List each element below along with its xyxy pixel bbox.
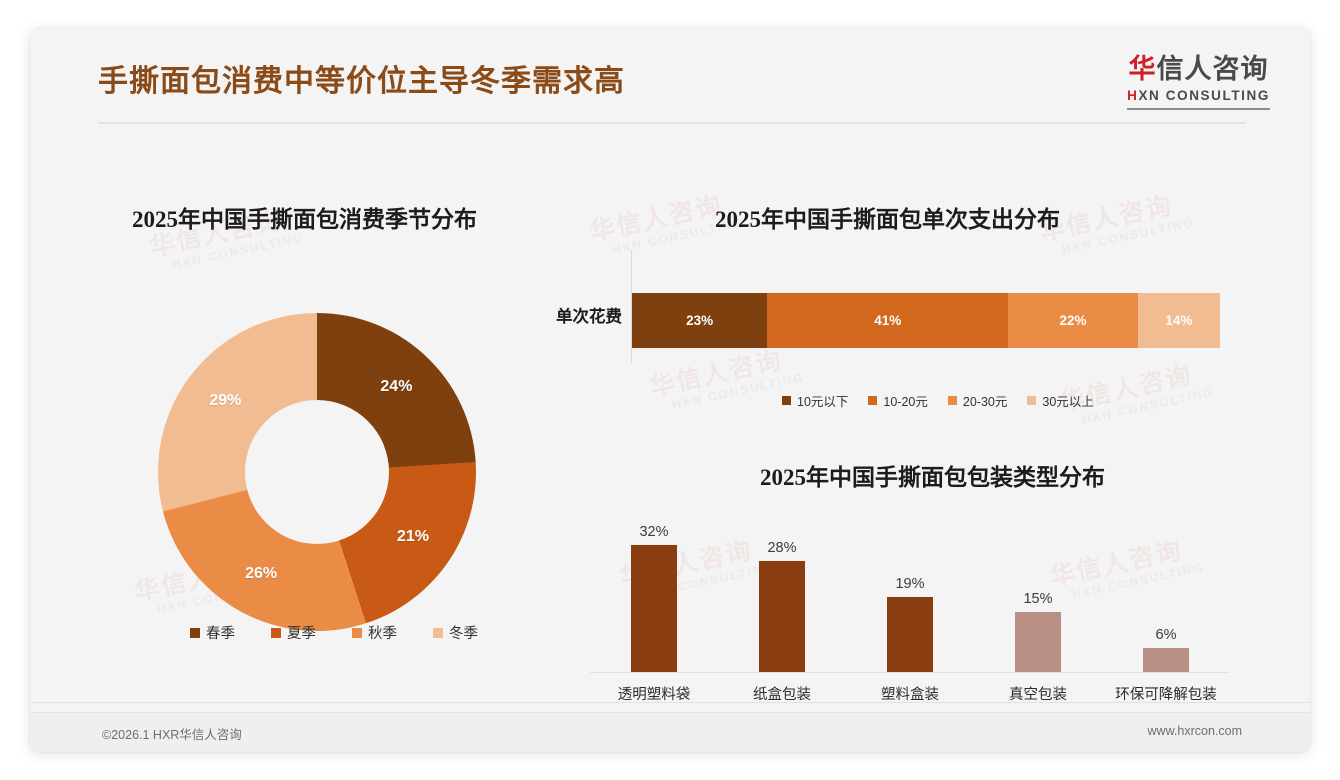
bar-group: 15% [978,508,1098,672]
spend-chart-title: 2025年中国手撕面包单次支出分布 [715,207,1060,232]
slide-header: 手撕面包消费中等价位主导冬季需求高 华信人咨询 HXN CONSULTING [30,28,1310,122]
bar-value-label: 28% [767,539,797,556]
stacked-bar: 23% 41% 22% 14% [632,293,1220,348]
logo-en-rest: XN CONSULTING [1138,88,1270,103]
bar-value-label: 6% [1155,627,1177,644]
bar[interactable] [887,596,933,672]
legend-label: 10-20元 [883,395,928,409]
legend-swatch-icon [868,396,878,405]
slide-card: 华信人咨询 HXN CONSULTING 华信人咨询 HXN CONSULTIN… [30,28,1310,752]
bar-category-label: 环保可降解包装 [1115,687,1217,703]
stacked-bar-segment[interactable]: 22% [1008,293,1138,348]
legend-label: 10元以下 [797,395,849,409]
logo-en-text: HXN CONSULTING [1127,89,1270,103]
legend-item[interactable]: 10-20元 [868,391,928,410]
bar[interactable] [759,560,805,672]
stacked-bar-segment-label: 22% [1059,313,1087,328]
bar-category-label: 真空包装 [1009,687,1067,703]
legend-swatch-icon [433,627,443,638]
legend-swatch-icon [271,627,281,638]
donut-slice-label: 26% [245,564,278,582]
bar[interactable] [1015,612,1061,672]
watermark-cn-text: 华信人咨询 [1037,191,1176,247]
legend-swatch-icon [1027,396,1037,405]
stacked-bar-category-label: 单次花费 [556,308,622,326]
donut-slice-label: 29% [209,391,242,409]
bar-value-label: 15% [1023,591,1053,608]
bar-group: 6% [1106,508,1226,672]
legend-label: 20-30元 [962,395,1008,409]
spend-stacked-chart: 23% 41% 22% 14% [631,250,1220,364]
header-divider [98,122,1246,124]
logo-cn-rest: 信人咨询 [1156,54,1269,84]
watermark-en-text: HXN CONSULTING [170,229,306,272]
legend-item[interactable]: 春季 [190,622,235,643]
copyright-text: ©2026.1 HXR华信人咨询 [102,728,242,742]
legend-label: 30元以上 [1042,395,1094,409]
stacked-bar-segment[interactable]: 41% [767,293,1009,348]
legend-label: 秋季 [368,626,397,642]
stacked-bar-segment[interactable]: 14% [1137,293,1220,348]
page-title: 手撕面包消费中等价位主导冬季需求高 [98,65,625,98]
bar-value-label: 19% [895,575,925,592]
season-donut-chart: 24% 21% 26% 29% [158,313,476,631]
legend-label: 冬季 [449,626,478,642]
stacked-bar-segment-label: 14% [1165,313,1193,328]
brand-logo: 华信人咨询 HXN CONSULTING [1127,56,1270,110]
donut-legend: 春季 夏季 秋季 冬季 [190,622,478,643]
bar-category-label: 透明塑料袋 [617,687,691,703]
stacked-bar-segment[interactable]: 23% [632,293,768,348]
stacked-bar-segment-label: 23% [686,313,714,328]
donut-slice-label: 21% [396,528,429,546]
watermark-en-text: HXN CONSULTING [1080,384,1216,427]
logo-cn-text: 华信人咨询 [1127,56,1270,83]
legend-item[interactable]: 秋季 [352,622,397,643]
bar[interactable] [1143,648,1189,672]
legend-swatch-icon [352,627,362,638]
packaging-chart-title: 2025年中国手撕面包包装类型分布 [760,465,1105,490]
logo-underline [1127,107,1270,110]
legend-swatch-icon [782,396,791,405]
bar-category-label: 塑料盒装 [881,687,939,703]
packaging-bar-chart: 32% 28% 19% 15% 6% [590,508,1230,673]
legend-label: 夏季 [287,626,316,642]
footer-divider [30,702,1310,703]
bar-category-label: 纸盒包装 [753,687,811,703]
footer-bar: ©2026.1 HXR华信人咨询 www.hxrcon.com [30,712,1310,752]
donut-slice-label: 24% [380,378,413,396]
legend-item[interactable]: 10元以下 [782,391,848,410]
bar-group: 28% [722,508,842,672]
legend-swatch-icon [947,396,957,405]
bar-value-label: 32% [639,523,669,540]
legend-item[interactable]: 夏季 [271,622,316,643]
legend-item[interactable]: 30元以上 [1027,391,1094,410]
legend-swatch-icon [190,627,200,638]
donut-center-hole [245,400,389,544]
legend-label: 春季 [206,626,235,642]
bar[interactable] [631,544,677,672]
bar-group: 32% [594,508,714,672]
bar-group: 19% [850,508,970,672]
stacked-bar-segment-label: 41% [874,313,902,328]
legend-item[interactable]: 20-30元 [947,391,1008,410]
logo-cn-highlight: 华 [1128,54,1157,84]
website-link[interactable]: www.hxrcon.com [1147,724,1242,738]
logo-en-highlight: H [1127,88,1139,103]
legend-item[interactable]: 冬季 [433,622,478,643]
spend-legend: 10元以下 10-20元 20-30元 30元以上 [782,391,1094,410]
donut-chart-title: 2025年中国手撕面包消费季节分布 [132,207,477,232]
